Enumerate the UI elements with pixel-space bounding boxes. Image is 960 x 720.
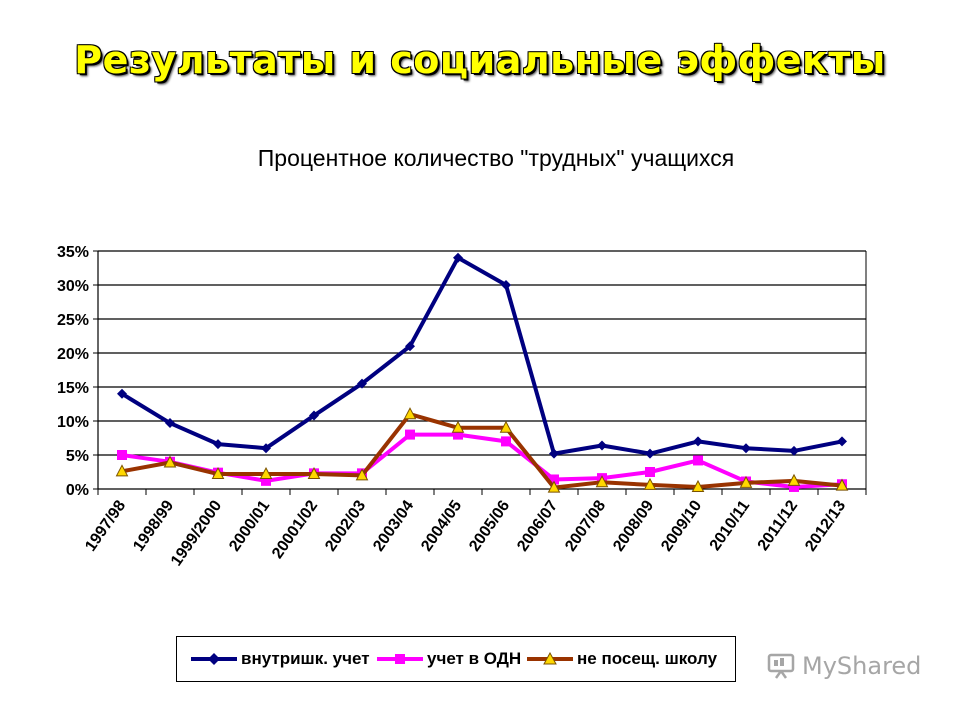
data-point <box>645 448 655 459</box>
x-tick-label: 2011/12 <box>755 497 802 553</box>
data-point <box>453 252 463 263</box>
data-point <box>403 407 417 420</box>
data-point <box>163 455 177 468</box>
legend: внутришк. учет учет в ОДН не посещ. школ… <box>176 636 736 682</box>
data-point <box>261 443 271 454</box>
data-point <box>595 475 609 488</box>
data-point <box>117 450 127 460</box>
data-point <box>165 418 175 429</box>
y-tick-label: 0% <box>66 482 89 499</box>
legend-label: не посещ. школу <box>577 649 718 668</box>
data-point <box>499 420 513 433</box>
x-tick-label: 2009/10 <box>658 497 705 554</box>
data-point <box>549 474 559 485</box>
data-point <box>789 481 799 492</box>
watermark: MyShared <box>766 652 921 680</box>
x-tick-label: 1998/99 <box>130 497 177 554</box>
data-point <box>789 445 799 456</box>
data-point <box>597 440 607 451</box>
series-group <box>115 252 849 493</box>
data-point <box>549 448 559 459</box>
data-point <box>451 420 465 433</box>
legend-line-diamond-icon <box>191 653 237 665</box>
y-tick-label: 5% <box>66 448 89 465</box>
x-tick-label: 2007/08 <box>562 497 609 554</box>
y-axis-ticks: 0% 5% 10% 15% 20% 25% 30% 35% <box>57 244 89 499</box>
series-0 <box>117 252 847 459</box>
legend-line-square-icon <box>377 654 423 664</box>
y-tick-label: 30% <box>57 278 89 295</box>
data-point <box>405 429 415 440</box>
data-point <box>835 478 849 491</box>
y-tick-label: 20% <box>57 346 89 363</box>
data-point <box>309 410 319 421</box>
series-line <box>121 432 843 489</box>
data-point <box>453 429 463 440</box>
legend-label: учет в ОДН <box>427 649 522 668</box>
grid-lines <box>93 250 867 495</box>
x-tick-label: 2003/04 <box>370 497 417 554</box>
x-tick-label: 2012/13 <box>802 497 849 554</box>
data-point <box>357 378 367 389</box>
x-tick-label: 2010/11 <box>707 497 754 553</box>
data-point <box>645 467 655 477</box>
x-tick-label: 2008/09 <box>610 497 657 554</box>
series-line <box>121 412 843 490</box>
legend-label: внутришк. учет <box>241 649 370 668</box>
data-point <box>261 475 271 486</box>
data-point <box>693 436 703 447</box>
data-point <box>501 436 511 447</box>
data-point <box>501 280 511 290</box>
x-tick-label: 2006/07 <box>514 497 561 554</box>
data-point <box>693 455 703 466</box>
data-point <box>691 479 705 492</box>
y-tick-label: 15% <box>57 380 89 397</box>
chart-title: Процентное количество "трудных" учащихся <box>258 145 734 171</box>
data-point <box>355 468 369 481</box>
x-tick-label: 2000/01 <box>226 497 273 554</box>
legend-item-absent: не посещ. школу <box>527 637 717 681</box>
x-tick-label: 2004/05 <box>418 497 465 554</box>
data-point <box>405 341 415 352</box>
data-point <box>837 436 847 447</box>
data-point <box>307 466 321 480</box>
data-point <box>117 388 127 399</box>
data-point <box>115 464 129 477</box>
slide-title: Результаты и социальные эффекты <box>74 38 886 82</box>
presentation-board-icon <box>767 653 795 679</box>
data-point <box>547 480 561 493</box>
y-tick-label: 10% <box>57 414 89 431</box>
data-point <box>739 475 753 488</box>
legend-item-odn: учет в ОДН <box>377 637 521 681</box>
series-2 <box>115 407 849 493</box>
x-tick-label: 2005/06 <box>466 497 513 554</box>
data-point <box>211 466 225 480</box>
data-point <box>741 443 751 454</box>
y-tick-label: 25% <box>57 312 89 329</box>
x-tick-label: 1997/98 <box>82 497 129 554</box>
y-tick-label: 35% <box>57 244 89 261</box>
data-point <box>259 466 273 480</box>
data-point <box>787 473 801 486</box>
legend-line-triangle-icon <box>527 652 573 665</box>
x-tick-label: 20001/02 <box>269 497 321 561</box>
data-point <box>213 439 223 450</box>
data-point <box>643 477 657 490</box>
x-tick-label: 2002/03 <box>322 497 369 554</box>
legend-item-internal: внутришк. учет <box>191 637 370 681</box>
series-line <box>120 255 843 456</box>
watermark-text: MyShared <box>802 652 922 680</box>
